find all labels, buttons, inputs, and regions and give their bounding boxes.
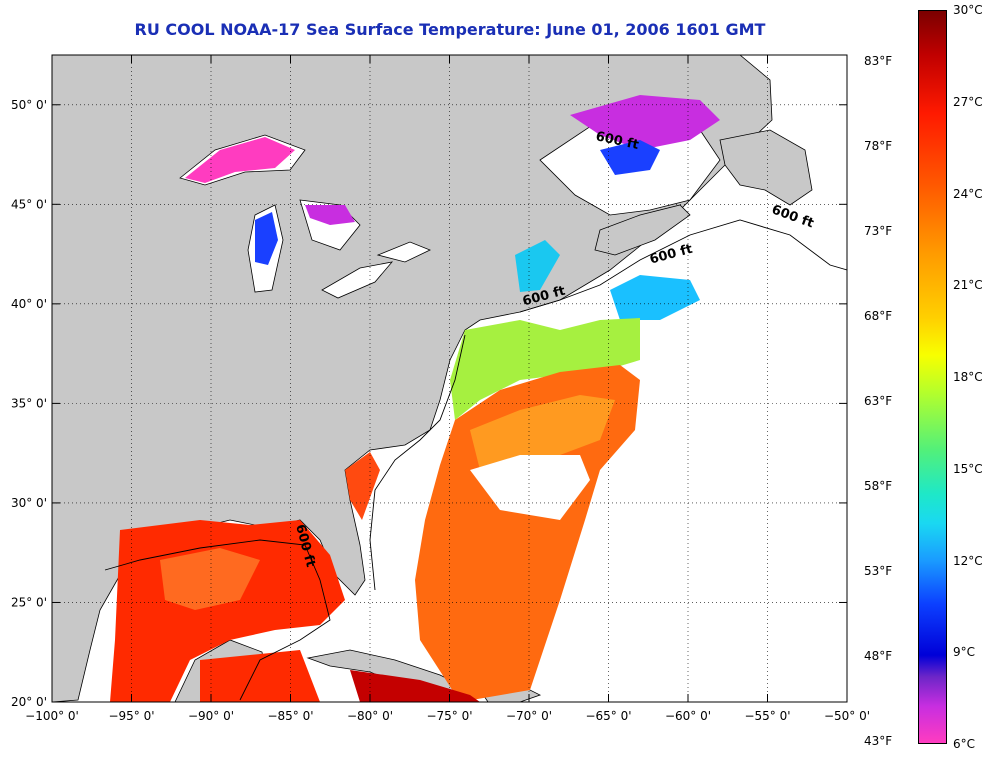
x-tick-label: −100° 0'	[25, 709, 79, 723]
colorbar-celsius-label: 24°C	[953, 186, 983, 201]
colorbar-celsius-label: 6°C	[953, 737, 976, 751]
map-layers	[52, 55, 847, 702]
y-tick-label: 20° 0'	[11, 695, 47, 709]
sst-scotian-shelf	[610, 275, 700, 320]
sst-lake-michigan	[255, 212, 278, 265]
sst-lake-huron	[305, 205, 355, 225]
y-tick-label: 25° 0'	[11, 595, 47, 609]
x-tick-label: −65° 0'	[585, 709, 631, 723]
contour-line-gulf	[104, 539, 331, 701]
colorbar-celsius-label: 30°C	[953, 3, 983, 17]
x-tick-label: −95° 0'	[108, 709, 154, 723]
colorbar-fahrenheit-label: 73°F	[864, 223, 893, 238]
contour-600ft-lines	[104, 219, 847, 701]
sst-sargasso-orange	[470, 395, 615, 470]
newfoundland-land	[719, 129, 813, 206]
sst-st-lawrence-north	[570, 95, 720, 150]
x-tick-label: −55° 0'	[744, 709, 790, 723]
colorbar-celsius-label: 18°C	[953, 370, 983, 384]
nova-scotia-land	[594, 204, 691, 256]
x-axis-labels: −100° 0' −95° 0' −90° 0' −85° 0' −80° 0' −75°…	[25, 709, 870, 723]
sst-yucatan-channel	[200, 650, 320, 702]
lake-ontario	[376, 241, 431, 263]
x-tick-label: −75° 0'	[426, 709, 472, 723]
sst-st-lawrence-south	[600, 140, 660, 175]
sst-data-layer	[110, 95, 720, 702]
colorbar-celsius-label: 9°C	[953, 645, 976, 660]
sst-lake-superior	[185, 137, 295, 183]
x-tick-label: −60° 0'	[665, 709, 711, 723]
colorbar-celsius-label: 15°C	[953, 461, 983, 476]
y-tick-label: 30° 0'	[11, 496, 47, 510]
axis-ticks	[51, 55, 848, 703]
colorbar-fahrenheit-label: 48°F	[864, 648, 893, 663]
graticule	[52, 55, 847, 702]
sst-cloud-gap	[470, 455, 590, 520]
colorbar-celsius-label: 27°C	[953, 94, 983, 109]
sst-gulf-of-maine	[515, 240, 560, 292]
colorbar-fahrenheit-label: 43°F	[864, 733, 893, 748]
sst-carolina-coast	[345, 452, 380, 520]
y-tick-label: 40° 0'	[11, 297, 47, 311]
colorbar-celsius-label: 21°C	[953, 278, 983, 293]
y-tick-label: 35° 0'	[11, 396, 47, 410]
colorbar-celsius-label: 12°C	[953, 553, 983, 568]
x-tick-label: −85° 0'	[267, 709, 313, 723]
y-tick-label: 45° 0'	[11, 197, 47, 211]
x-tick-label: −50° 0'	[824, 709, 870, 723]
y-tick-label: 50° 0'	[11, 98, 47, 112]
colorbar-fahrenheit-label: 58°F	[864, 478, 893, 493]
sst-caribbean-hot	[350, 670, 480, 702]
lake-erie	[321, 261, 394, 299]
colorbar-fahrenheit-label: 78°F	[864, 138, 893, 153]
colorbar-fahrenheit-label: 63°F	[864, 393, 893, 408]
colorbar-fahrenheit-label: 53°F	[864, 563, 893, 578]
sst-shelf-slope-cool	[450, 318, 640, 420]
map-title: RU COOL NOAA-17 Sea Surface Temperature:…	[134, 20, 766, 39]
sst-gulf-stream-warm	[415, 365, 640, 702]
contour-line-east-coast	[369, 334, 466, 591]
x-tick-label: −90° 0'	[188, 709, 234, 723]
contour-line-north	[519, 219, 847, 313]
colorbar-fahrenheit-label: 83°F	[864, 53, 893, 68]
x-tick-label: −80° 0'	[347, 709, 393, 723]
sst-gulf-of-mexico-cooler	[160, 548, 260, 610]
y-axis-labels: 50° 0' 45° 0' 40° 0' 35° 0' 30° 0' 25° 0' 20° …	[11, 98, 47, 709]
colorbar-fahrenheit-label: 68°F	[864, 308, 893, 323]
x-tick-label: −70° 0'	[506, 709, 552, 723]
color-scale-bar	[918, 10, 947, 744]
